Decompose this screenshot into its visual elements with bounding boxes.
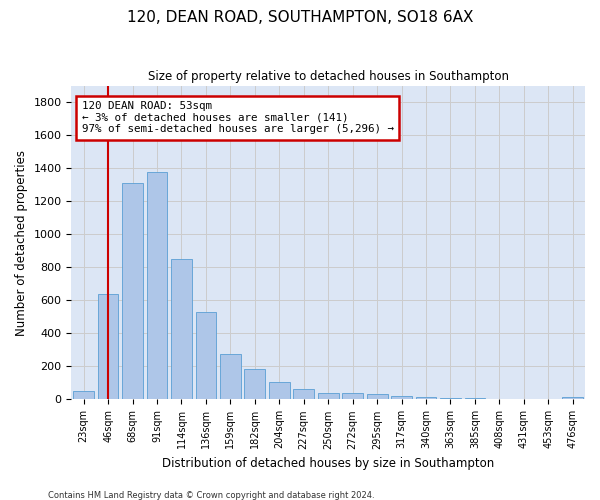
Bar	[146, 172, 167, 400]
Text: 120, DEAN ROAD, SOUTHAMPTON, SO18 6AX: 120, DEAN ROAD, SOUTHAMPTON, SO18 6AX	[127, 10, 473, 25]
Bar	[367, 394, 388, 400]
X-axis label: Distribution of detached houses by size in Southampton: Distribution of detached houses by size …	[162, 457, 494, 470]
Bar	[562, 397, 583, 400]
Text: Contains HM Land Registry data © Crown copyright and database right 2024.: Contains HM Land Registry data © Crown c…	[48, 490, 374, 500]
Text: 120 DEAN ROAD: 53sqm
← 3% of detached houses are smaller (141)
97% of semi-detac: 120 DEAN ROAD: 53sqm ← 3% of detached ho…	[82, 101, 394, 134]
Bar	[318, 393, 338, 400]
Bar	[244, 369, 265, 400]
Bar	[269, 382, 290, 400]
Bar	[489, 398, 510, 400]
Bar	[391, 396, 412, 400]
Y-axis label: Number of detached properties: Number of detached properties	[15, 150, 28, 336]
Bar	[171, 260, 192, 400]
Bar	[440, 398, 461, 400]
Bar	[98, 294, 118, 400]
Bar	[342, 393, 363, 400]
Bar	[196, 312, 217, 400]
Bar	[122, 183, 143, 400]
Title: Size of property relative to detached houses in Southampton: Size of property relative to detached ho…	[148, 70, 509, 83]
Bar	[464, 398, 485, 400]
Bar	[73, 391, 94, 400]
Bar	[220, 354, 241, 400]
Bar	[293, 388, 314, 400]
Bar	[416, 397, 436, 400]
